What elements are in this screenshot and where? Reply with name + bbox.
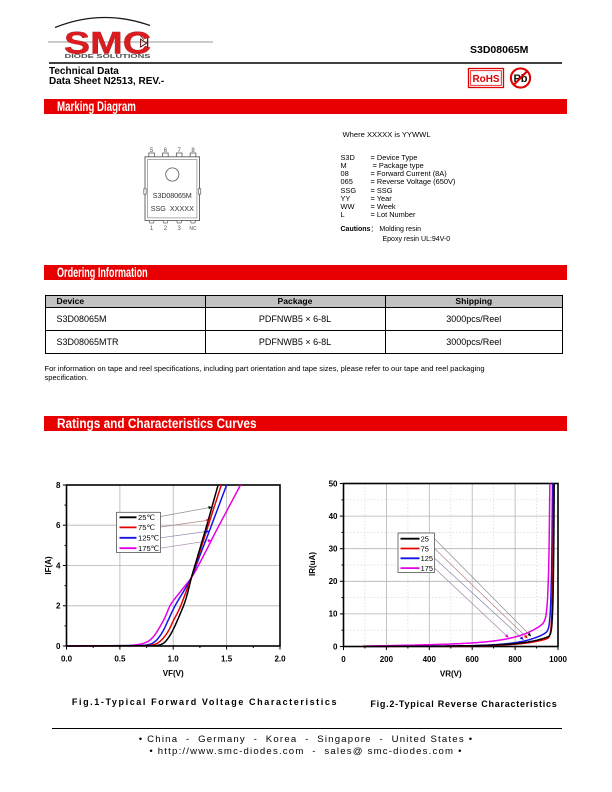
svg-text:S3D08065M: S3D08065M	[153, 191, 192, 200]
svg-text:600: 600	[466, 655, 480, 664]
svg-text:75: 75	[421, 544, 429, 553]
svg-text:VR(V): VR(V)	[440, 670, 462, 679]
svg-text:0: 0	[333, 642, 338, 651]
svg-text:30: 30	[329, 545, 338, 554]
svg-text:6: 6	[56, 521, 61, 530]
svg-text:25: 25	[421, 535, 429, 544]
svg-text:2.0: 2.0	[274, 655, 286, 664]
svg-text:2: 2	[56, 602, 61, 611]
svg-text:RoHS: RoHS	[473, 73, 500, 85]
svg-text:3: 3	[178, 226, 182, 232]
svg-text:1000: 1000	[549, 655, 567, 664]
svg-text:1.5: 1.5	[221, 655, 233, 664]
svg-text:125℃: 125℃	[138, 534, 160, 543]
svg-text:75℃: 75℃	[138, 523, 155, 532]
svg-text:50: 50	[329, 479, 338, 488]
svg-text:25℃: 25℃	[138, 513, 155, 522]
svg-text:NC: NC	[189, 226, 197, 232]
svg-text:VF(V): VF(V)	[163, 669, 184, 678]
svg-text:175: 175	[421, 564, 433, 573]
svg-text:800: 800	[508, 655, 522, 664]
svg-text:DIODE SOLUTIONS: DIODE SOLUTIONS	[65, 54, 152, 60]
svg-text:1: 1	[150, 226, 154, 232]
svg-text:0.0: 0.0	[61, 655, 73, 664]
svg-text:8: 8	[191, 148, 195, 154]
svg-text:125: 125	[421, 554, 433, 563]
svg-text:10: 10	[329, 610, 338, 619]
svg-text:400: 400	[423, 655, 437, 664]
svg-text:6: 6	[164, 148, 168, 154]
svg-text:40: 40	[329, 512, 338, 521]
svg-text:175℃: 175℃	[138, 544, 160, 553]
svg-text:SSG XXXXX: SSG XXXXX	[151, 204, 194, 213]
svg-text:IR(uA): IR(uA)	[308, 552, 317, 576]
svg-text:5: 5	[150, 148, 154, 154]
svg-text:0: 0	[341, 655, 346, 664]
svg-text:0.5: 0.5	[114, 655, 126, 664]
svg-text:2: 2	[164, 226, 168, 232]
svg-text:1.0: 1.0	[168, 655, 180, 664]
svg-text:SMC: SMC	[64, 25, 151, 61]
svg-text:200: 200	[380, 655, 394, 664]
svg-text:0: 0	[56, 642, 61, 651]
svg-text:20: 20	[329, 577, 338, 586]
svg-text:4: 4	[56, 561, 61, 570]
svg-text:IF(A): IF(A)	[44, 556, 53, 575]
svg-text:8: 8	[56, 481, 61, 490]
svg-text:7: 7	[178, 148, 182, 154]
